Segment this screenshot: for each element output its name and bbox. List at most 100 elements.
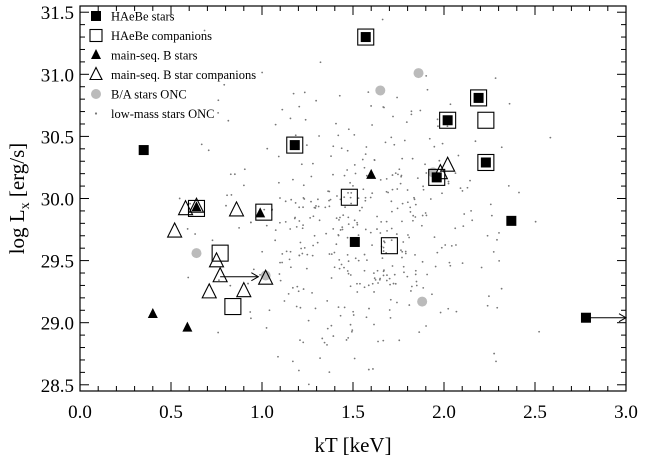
y-tick-label: 31.0 — [41, 65, 74, 86]
low-mass-star-point — [385, 279, 388, 282]
low-mass-star-point — [392, 282, 395, 285]
low-mass-star-point — [406, 201, 409, 204]
low-mass-star-point — [474, 140, 477, 143]
low-mass-star-point — [305, 267, 308, 270]
low-mass-star-point — [287, 292, 290, 295]
open-square-point — [340, 188, 358, 206]
low-mass-star-point — [363, 253, 366, 256]
low-mass-star-point — [229, 173, 232, 176]
low-mass-star-point — [424, 163, 426, 166]
low-mass-star-point — [238, 226, 240, 229]
low-mass-star-point — [279, 279, 282, 282]
low-mass-star-point — [284, 200, 287, 203]
low-mass-star-point — [298, 105, 301, 108]
low-mass-star-point — [338, 267, 341, 270]
low-mass-star-point — [406, 275, 409, 278]
legend-label: main-seq. B star companions — [111, 68, 256, 82]
low-mass-star-point — [455, 310, 458, 313]
low-mass-star-point — [302, 206, 304, 209]
legend-entry: main-seq. B stars — [91, 49, 198, 63]
low-mass-star-point — [318, 135, 320, 137]
low-mass-star-point — [414, 269, 417, 272]
legend-entry: low-mass stars ONC — [94, 107, 214, 121]
y-axis-title-subscript: x — [18, 202, 33, 209]
low-mass-star-point — [408, 304, 411, 306]
legend-marker — [89, 28, 103, 43]
filled-triangle-point — [191, 201, 202, 212]
low-mass-star-point — [289, 117, 292, 120]
low-mass-star-point — [390, 239, 393, 242]
low-mass-star-point — [454, 227, 457, 230]
low-mass-star-point — [217, 331, 220, 334]
low-mass-star-point — [494, 77, 497, 79]
low-mass-star-point — [335, 243, 338, 246]
low-mass-star-point — [347, 223, 350, 225]
low-mass-star-point — [364, 199, 367, 202]
low-mass-star-point — [274, 229, 277, 231]
low-mass-star-point — [416, 177, 419, 180]
low-mass-star-point — [303, 91, 306, 94]
low-mass-star-point — [394, 172, 397, 175]
y-tick-label: 31.5 — [41, 3, 74, 24]
low-mass-star-point — [393, 143, 396, 146]
low-mass-star-point — [398, 168, 401, 171]
low-mass-star-point — [243, 168, 246, 171]
low-mass-star-point — [368, 307, 370, 310]
low-mass-star-point — [407, 234, 409, 236]
low-mass-star-point — [338, 219, 340, 221]
low-mass-star-point — [328, 205, 331, 208]
low-mass-star-point — [327, 190, 329, 193]
low-mass-star-point — [389, 298, 392, 301]
filled-square-point — [580, 312, 591, 323]
low-mass-dots-layer — [178, 18, 552, 386]
low-mass-star-point — [317, 205, 320, 208]
low-mass-star-point — [298, 220, 301, 222]
low-mass-star-point — [439, 311, 442, 314]
low-mass-star-point — [332, 335, 335, 337]
filled-square-point — [506, 215, 517, 226]
low-mass-star-point — [448, 261, 451, 264]
low-mass-star-point — [347, 260, 350, 263]
open-triangle-point — [257, 268, 274, 285]
low-mass-star-point — [498, 259, 501, 262]
low-mass-star-point — [403, 271, 405, 274]
low-mass-star-point — [347, 128, 350, 131]
low-mass-star-point — [457, 154, 460, 157]
low-mass-star-point — [538, 330, 541, 333]
low-mass-star-point — [314, 207, 317, 209]
open-square-point — [211, 244, 229, 262]
low-mass-star-point — [353, 164, 356, 166]
low-mass-star-point — [447, 182, 450, 185]
low-mass-star-point — [444, 244, 447, 246]
open-square-point — [357, 28, 375, 46]
low-mass-star-point — [397, 173, 399, 176]
legend-marker — [89, 66, 103, 81]
low-mass-star-point — [422, 286, 425, 289]
low-mass-star-point — [369, 231, 372, 234]
low-mass-star-point — [395, 233, 398, 235]
low-mass-star-point — [309, 216, 312, 219]
low-mass-star-point — [343, 196, 346, 199]
low-mass-star-point — [365, 146, 368, 148]
low-mass-star-point — [461, 190, 464, 192]
low-mass-star-point — [330, 253, 333, 255]
low-mass-star-point — [289, 250, 292, 253]
low-mass-star-point — [480, 266, 483, 269]
low-mass-star-point — [361, 158, 364, 161]
open-triangle-point — [228, 200, 245, 217]
low-mass-star-point — [304, 118, 307, 121]
low-mass-star-point — [356, 291, 359, 293]
low-mass-star-point — [500, 287, 503, 290]
low-mass-star-point — [289, 228, 292, 230]
low-mass-star-point — [301, 227, 304, 230]
low-mass-star-point — [290, 198, 293, 201]
low-mass-star-point — [281, 253, 284, 255]
low-mass-star-point — [410, 290, 412, 292]
low-mass-star-point — [211, 239, 214, 242]
open-triangle-point — [208, 251, 225, 268]
plot-frame — [79, 5, 627, 392]
low-mass-star-point — [352, 226, 355, 229]
low-mass-star-point — [534, 220, 537, 223]
low-mass-star-point — [498, 231, 500, 234]
low-mass-star-point — [315, 99, 318, 102]
